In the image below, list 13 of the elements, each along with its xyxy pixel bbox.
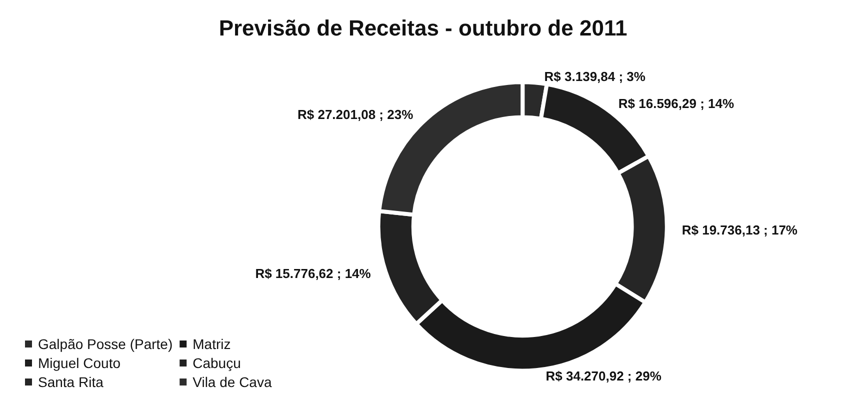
legend-label: Matriz — [192, 336, 231, 352]
legend-label: Santa Rita — [38, 374, 104, 390]
data-label: R$ 34.270,92 ; 29% — [546, 368, 662, 384]
legend-label: Galpão Posse (Parte) — [38, 336, 173, 352]
chart-title: Previsão de Receitas - outubro de 2011 — [218, 16, 628, 40]
data-label: R$ 19.736,13 ; 17% — [682, 222, 798, 238]
data-label: R$ 16.596,29 ; 14% — [618, 96, 734, 112]
legend-label: Cabuçu — [192, 355, 241, 371]
legend-label: Miguel Couto — [38, 355, 121, 371]
legend-label: Vila de Cava — [192, 374, 272, 390]
data-label: R$ 3.139,84 ; 3% — [544, 69, 646, 84]
data-label: R$ 27.201,08 ; 23% — [297, 107, 414, 122]
data-label: R$ 15.776,62 ; 14% — [255, 266, 372, 281]
